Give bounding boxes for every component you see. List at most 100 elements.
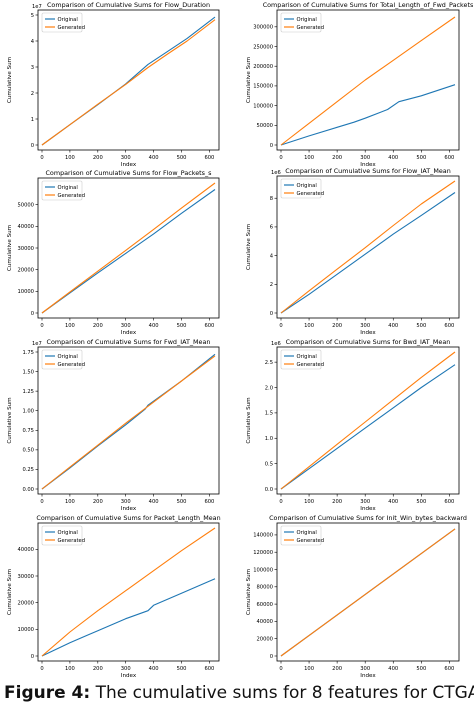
chart-panel-8: Comparison of Cumulative Sums for Init_W…	[246, 514, 467, 679]
x-tick-label: 200	[93, 666, 103, 672]
x-tick-label: 0	[40, 155, 43, 161]
chart-title: Comparison of Cumulative Sums for Packet…	[36, 514, 220, 522]
y-tick-label: 2.0	[265, 385, 273, 391]
plot-frame	[276, 175, 460, 319]
y-tick-label: 3	[31, 65, 34, 71]
series-line-generated	[41, 19, 216, 146]
y-tick-label: 0.50	[22, 448, 34, 454]
chart-title: Comparison of Cumulative Sums for Flow_P…	[45, 169, 212, 177]
chart-panel-7: Comparison of Cumulative Sums for Packet…	[7, 514, 221, 679]
x-tick-label: 100	[65, 155, 75, 161]
x-tick-label: 100	[304, 323, 314, 329]
x-tick-label: 600	[444, 155, 454, 161]
y-tick-label: 40000	[17, 547, 34, 553]
x-tick-label: 300	[360, 499, 370, 505]
x-tick-label: 200	[93, 323, 103, 329]
y-tick-label: 120000	[253, 550, 273, 556]
x-tick-label: 500	[177, 666, 187, 672]
axis-scale-label: 1e7	[32, 4, 42, 10]
y-axis-label: Cumulative Sum	[246, 397, 252, 443]
y-tick-label: 200000	[253, 64, 273, 70]
axis-scale-label: 1e6	[271, 170, 281, 176]
x-tick-label: 100	[304, 666, 314, 672]
y-tick-label: 0.5	[265, 461, 273, 467]
y-axis-label: Cumulative Sum	[7, 397, 13, 443]
series-line-original	[280, 84, 456, 146]
legend-label: Original	[58, 354, 78, 360]
y-axis-label: Cumulative Sum	[7, 57, 13, 103]
legend-label: Generated	[297, 25, 325, 31]
y-tick-label: 150000	[253, 84, 273, 90]
x-tick-label: 400	[149, 499, 159, 505]
x-tick-label: 500	[177, 323, 187, 329]
y-tick-label: 0.25	[22, 467, 34, 473]
plot-frame	[276, 346, 460, 495]
chart-panel-3: Comparison of Cumulative Sums for Flow_P…	[7, 169, 220, 336]
x-axis-label: Index	[121, 673, 137, 679]
caption-label: Figure 4:	[4, 683, 91, 703]
x-tick-label: 100	[304, 499, 314, 505]
series-line-generated	[280, 16, 456, 146]
chart-title: Comparison of Cumulative Sums for Total_…	[263, 1, 474, 9]
legend-label: Generated	[58, 362, 86, 368]
y-tick-label: 80000	[256, 585, 273, 591]
x-tick-label: 400	[388, 499, 398, 505]
x-tick-label: 600	[204, 666, 214, 672]
x-axis-label: Index	[360, 162, 376, 168]
y-tick-label: 1	[31, 117, 34, 123]
legend-label: Original	[297, 530, 317, 536]
x-tick-label: 100	[65, 499, 75, 505]
x-tick-label: 400	[149, 323, 159, 329]
x-tick-label: 100	[304, 155, 314, 161]
legend-label: Generated	[58, 25, 86, 31]
y-tick-label: 2.5	[265, 360, 273, 366]
chart-panel-5: Comparison of Cumulative Sums for Fwd_IA…	[7, 338, 220, 512]
plot-frame	[276, 522, 460, 662]
y-axis-label: Cumulative Sum	[7, 225, 13, 271]
y-tick-label: 100000	[253, 567, 273, 573]
x-tick-label: 0	[279, 666, 282, 672]
x-tick-label: 600	[444, 323, 454, 329]
y-tick-label: 20000	[17, 267, 34, 273]
series-line-original	[41, 189, 216, 314]
chart-panel-2: Comparison of Cumulative Sums for Total_…	[246, 1, 474, 168]
x-tick-label: 600	[204, 499, 214, 505]
plot-frame	[276, 9, 460, 151]
x-tick-label: 200	[93, 155, 103, 161]
chart-title: Comparison of Cumulative Sums for Fwd_IA…	[47, 338, 211, 346]
y-tick-label: 1.5	[265, 411, 273, 417]
x-tick-label: 200	[332, 499, 342, 505]
x-tick-label: 400	[388, 323, 398, 329]
y-tick-label: 10000	[17, 627, 34, 633]
y-tick-label: 8	[270, 196, 273, 202]
x-axis-label: Index	[121, 162, 137, 168]
x-tick-label: 100	[65, 666, 75, 672]
y-tick-label: 50000	[17, 202, 34, 208]
legend-label: Generated	[58, 193, 86, 199]
figure-caption: Figure 4: The cumulative sums for 8 feat…	[0, 683, 474, 705]
y-tick-label: 0	[270, 143, 273, 149]
y-axis-label: Cumulative Sum	[7, 569, 13, 615]
legend-label: Original	[58, 185, 78, 191]
y-axis-label: Cumulative Sum	[246, 569, 252, 615]
y-tick-label: 50000	[256, 123, 273, 129]
x-tick-label: 600	[444, 499, 454, 505]
series-line-original	[280, 364, 456, 490]
legend-label: Generated	[297, 538, 325, 544]
x-tick-label: 300	[121, 155, 131, 161]
y-tick-label: 5	[31, 13, 34, 19]
x-tick-label: 200	[93, 499, 103, 505]
chart-title: Comparison of Cumulative Sums for Init_W…	[269, 514, 467, 522]
series-line-generated	[41, 182, 216, 314]
legend-label: Original	[297, 354, 317, 360]
chart-panel-4: Comparison of Cumulative Sums for Flow_I…	[246, 167, 460, 336]
x-axis-label: Index	[121, 330, 137, 336]
series-line-generated	[41, 527, 216, 657]
x-tick-label: 400	[388, 155, 398, 161]
y-tick-label: 0	[270, 654, 273, 660]
y-tick-label: 140000	[253, 533, 273, 539]
x-tick-label: 0	[279, 323, 282, 329]
plot-frame	[37, 346, 220, 495]
y-tick-label: 1.00	[22, 409, 34, 415]
